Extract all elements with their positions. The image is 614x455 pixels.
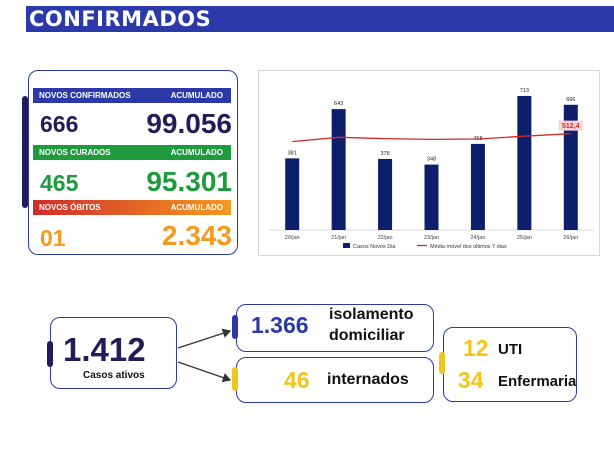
active-accent: [47, 341, 53, 367]
confirmados-new-value: 666: [40, 111, 79, 137]
uti-label: UTI: [498, 341, 523, 358]
isolamento-label-line1: isolamento: [329, 306, 414, 323]
x-tick-label: 23/jan: [424, 235, 439, 241]
curados-label: NOVOS CURADOS: [39, 148, 111, 157]
obitos-label: NOVOS ÓBITOS: [39, 203, 101, 212]
annotation-background: [558, 120, 583, 131]
enfermaria-label: Enfermaria: [498, 373, 577, 390]
x-tick-label: 24/jan: [470, 235, 485, 241]
bar-value-label: 348: [427, 157, 436, 163]
confirmados-label: NOVOS CONFIRMADOS: [39, 91, 131, 100]
internados-card: [236, 357, 434, 403]
internados-accent: [232, 367, 238, 391]
x-tick-label: 25/jan: [517, 235, 532, 241]
bar-value-label: 378: [380, 151, 389, 157]
stats-accent-bar: [22, 96, 28, 208]
confirmados-header: NOVOS CONFIRMADOS ACUMULADO: [33, 88, 231, 103]
bar-26/jan: [563, 104, 578, 230]
x-tick-label: 21/jan: [331, 235, 346, 241]
confirmados-total-value: 99.056: [146, 108, 232, 139]
obitos-header: NOVOS ÓBITOS ACUMULADO: [33, 200, 231, 215]
bar-20/jan: [285, 158, 300, 230]
isolamento-card: [236, 304, 434, 352]
obitos-new-value: 01: [40, 225, 66, 251]
page-title: CONFIRMADOS: [29, 7, 212, 31]
bar-23/jan: [424, 164, 439, 230]
isolamento-value: 1.366: [251, 312, 309, 338]
curados-header: NOVOS CURADOS ACUMULADO: [33, 145, 231, 160]
isolamento-label-line2: domiciliar: [329, 327, 405, 344]
active-cases-value: 1.412: [63, 331, 146, 368]
uti-value: 12: [463, 335, 489, 361]
bar-21/jan: [331, 109, 346, 230]
bar-value-label: 643: [334, 101, 343, 107]
legend-bar-label: Casos Novos Dia: [353, 244, 396, 250]
bar-line-chart: 38120/jan64321/jan37822/jan34823/jan4582…: [269, 88, 594, 250]
bar-24/jan: [470, 143, 485, 230]
x-tick-label: 22/jan: [378, 235, 393, 241]
header-banner: CONFIRMADOS: [26, 6, 614, 32]
arrow-to-internados: [177, 361, 232, 383]
enfermaria-value: 34: [458, 367, 484, 393]
chart-container: 381 20/jan 643 21/jan 378 22/jan 348 23/jan 458 2…: [258, 70, 600, 256]
internados-label: internados: [327, 371, 409, 388]
uti-enfermaria-card: [443, 327, 577, 402]
moving-average-line: [292, 133, 571, 143]
obitos-total-value: 2.343: [161, 220, 232, 251]
internados-value: 46: [284, 367, 310, 393]
x-tick-label: 20/jan: [285, 235, 300, 241]
legend-bar-swatch: [343, 243, 350, 248]
uti-enfermaria-accent: [439, 352, 445, 374]
bar-value-label: 666: [566, 97, 575, 103]
curados-new-value: 465: [40, 170, 79, 196]
curados-acc-label: ACUMULADO: [170, 148, 223, 157]
isolamento-accent: [232, 315, 238, 339]
arrow-to-isolamento: [177, 328, 232, 349]
bar-value-label: 713: [520, 88, 529, 94]
bar-25/jan: [517, 95, 532, 231]
obitos-acc-label: ACUMULADO: [170, 203, 223, 212]
bar-value-label: 381: [288, 150, 297, 156]
confirmados-acc-label: ACUMULADO: [170, 91, 223, 100]
curados-total-value: 95.301: [146, 166, 232, 197]
annotation-label: 512,4: [562, 123, 580, 130]
legend-line-label: Média móvel dos últimos 7 dias: [430, 244, 507, 250]
active-cases-label: Casos ativos: [83, 370, 145, 381]
active-cases-card: [50, 317, 177, 389]
bar-22/jan: [378, 158, 393, 230]
x-tick-label: 26/jan: [563, 235, 578, 241]
